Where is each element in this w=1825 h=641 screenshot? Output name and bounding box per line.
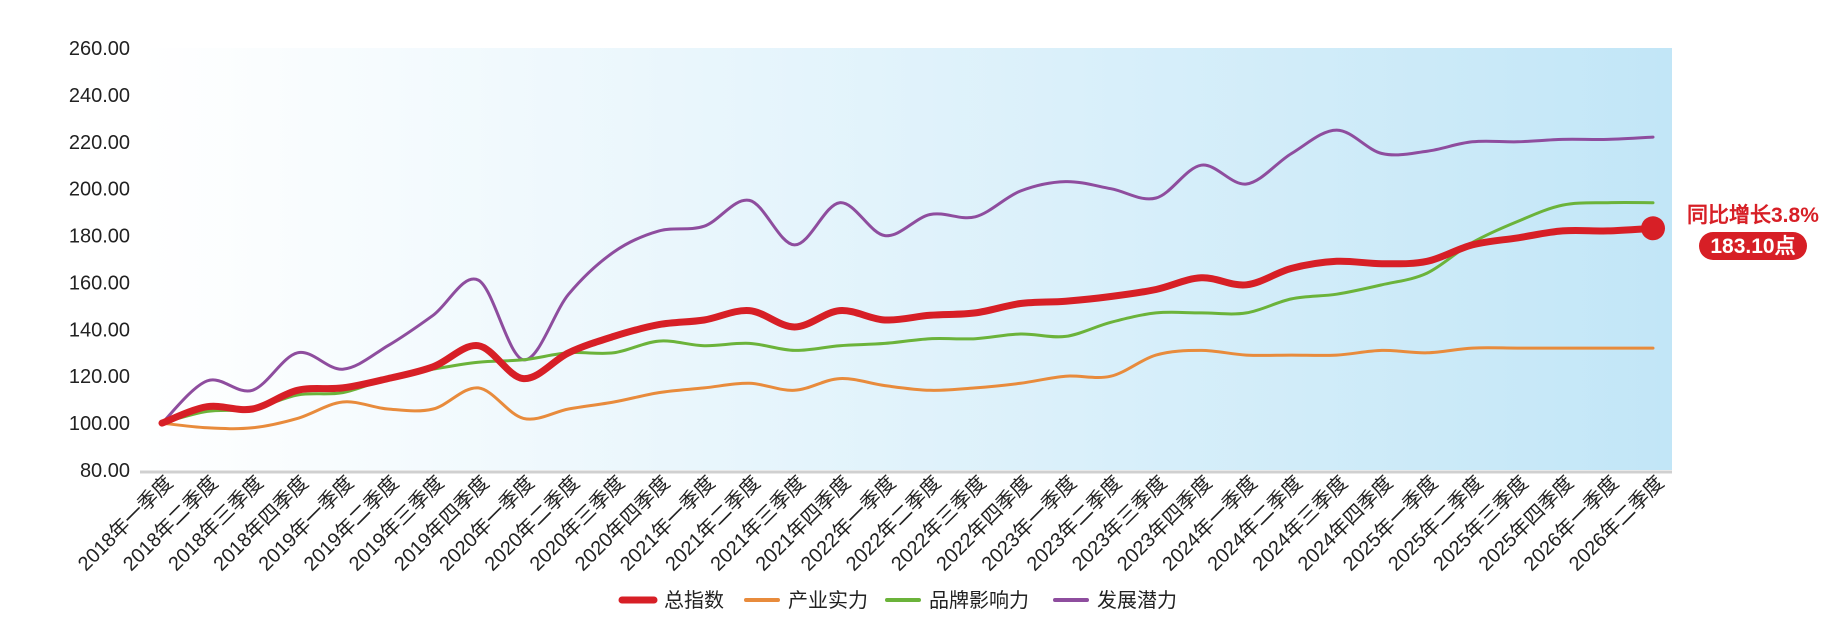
y-tick-label: 160.00 bbox=[69, 272, 130, 294]
value-badge bbox=[1699, 232, 1807, 260]
y-tick-label: 200.00 bbox=[69, 179, 130, 201]
growth-annotation: 同比增长3.8% bbox=[1687, 203, 1819, 227]
legend-label: 产业实力 bbox=[788, 589, 868, 612]
x-axis-ticks: 2018年一季度2018年二季度2018年三季度2018年四季度2019年一季度… bbox=[73, 471, 1668, 575]
y-tick-label: 260.00 bbox=[69, 38, 130, 60]
y-axis-ticks: 80.00 100.00 120.00 140.00 160.00 180.00 200.0… bbox=[69, 38, 130, 482]
y-tick-label: 220.00 bbox=[69, 132, 130, 154]
y-tick-label: 120.00 bbox=[69, 366, 130, 388]
series-line-industry-strength bbox=[160, 346, 1655, 431]
value-annotation: 183.10点 bbox=[1710, 234, 1795, 258]
end-annotation: 同比增长3.8% 183.10点 bbox=[1687, 203, 1819, 260]
legend-label: 发展潜力 bbox=[1097, 589, 1177, 612]
y-tick-label: 140.00 bbox=[69, 319, 130, 341]
y-tick-label: 180.00 bbox=[69, 226, 130, 248]
legend-label: 品牌影响力 bbox=[929, 589, 1029, 612]
y-tick-label: 100.00 bbox=[69, 413, 130, 435]
legend-label: 总指数 bbox=[664, 589, 724, 612]
series-line-total-index bbox=[158, 224, 1657, 427]
plot-area-background bbox=[140, 48, 1672, 470]
series-line-development-potential bbox=[160, 128, 1655, 425]
total-index-end-marker bbox=[1641, 216, 1665, 241]
series-lines bbox=[158, 128, 1665, 431]
y-tick-label: 80.00 bbox=[80, 460, 130, 482]
y-tick-label: 240.00 bbox=[69, 85, 130, 107]
legend: 总指数 产业实力 品牌影响力 发展潜力 bbox=[618, 589, 1177, 612]
